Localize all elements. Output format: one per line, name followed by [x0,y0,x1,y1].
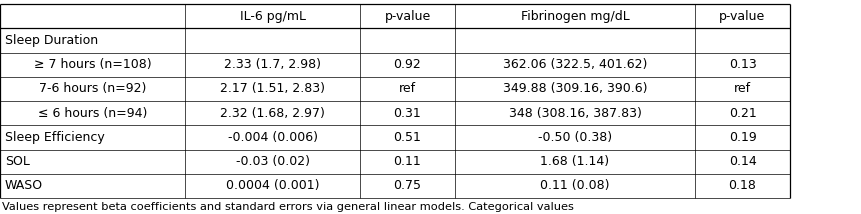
Text: 0.18: 0.18 [728,179,756,192]
Text: SOL: SOL [5,155,30,168]
Text: Sleep Efficiency: Sleep Efficiency [5,131,105,144]
Text: 349.88 (309.16, 390.6): 349.88 (309.16, 390.6) [502,82,647,95]
Text: 0.14: 0.14 [728,155,755,168]
Text: p-value: p-value [384,10,430,23]
Text: Values represent beta coefficients and standard errors via general linear models: Values represent beta coefficients and s… [2,202,573,212]
Text: 1.68 (1.14): 1.68 (1.14) [540,155,609,168]
Text: 0.75: 0.75 [393,179,421,192]
Text: -0.004 (0.006): -0.004 (0.006) [227,131,317,144]
Text: 0.19: 0.19 [728,131,755,144]
Text: -0.03 (0.02): -0.03 (0.02) [235,155,309,168]
Text: 0.51: 0.51 [393,131,421,144]
Text: IL-6 pg/mL: IL-6 pg/mL [239,10,305,23]
Text: ≤ 6 hours (n=94): ≤ 6 hours (n=94) [38,107,147,120]
Text: 0.0004 (0.001): 0.0004 (0.001) [226,179,319,192]
Text: 0.21: 0.21 [728,107,755,120]
Text: 7-6 hours (n=92): 7-6 hours (n=92) [39,82,146,95]
Text: ref: ref [399,82,416,95]
Text: p-value: p-value [719,10,765,23]
Text: 0.11: 0.11 [393,155,421,168]
Text: 0.92: 0.92 [393,58,421,71]
Text: 362.06 (322.5, 401.62): 362.06 (322.5, 401.62) [502,58,647,71]
Text: 348 (308.16, 387.83): 348 (308.16, 387.83) [508,107,641,120]
Text: WASO: WASO [5,179,43,192]
Text: 2.33 (1.7, 2.98): 2.33 (1.7, 2.98) [224,58,320,71]
Text: -0.50 (0.38): -0.50 (0.38) [537,131,611,144]
Text: ≥ 7 hours (n=108): ≥ 7 hours (n=108) [34,58,152,71]
Text: 2.32 (1.68, 2.97): 2.32 (1.68, 2.97) [220,107,325,120]
Text: Sleep Duration: Sleep Duration [5,34,98,47]
Text: 0.31: 0.31 [393,107,421,120]
Text: ref: ref [733,82,750,95]
Text: 2.17 (1.51, 2.83): 2.17 (1.51, 2.83) [220,82,325,95]
Text: Fibrinogen mg/dL: Fibrinogen mg/dL [520,10,629,23]
Text: 0.13: 0.13 [728,58,755,71]
Text: 0.11 (0.08): 0.11 (0.08) [540,179,609,192]
